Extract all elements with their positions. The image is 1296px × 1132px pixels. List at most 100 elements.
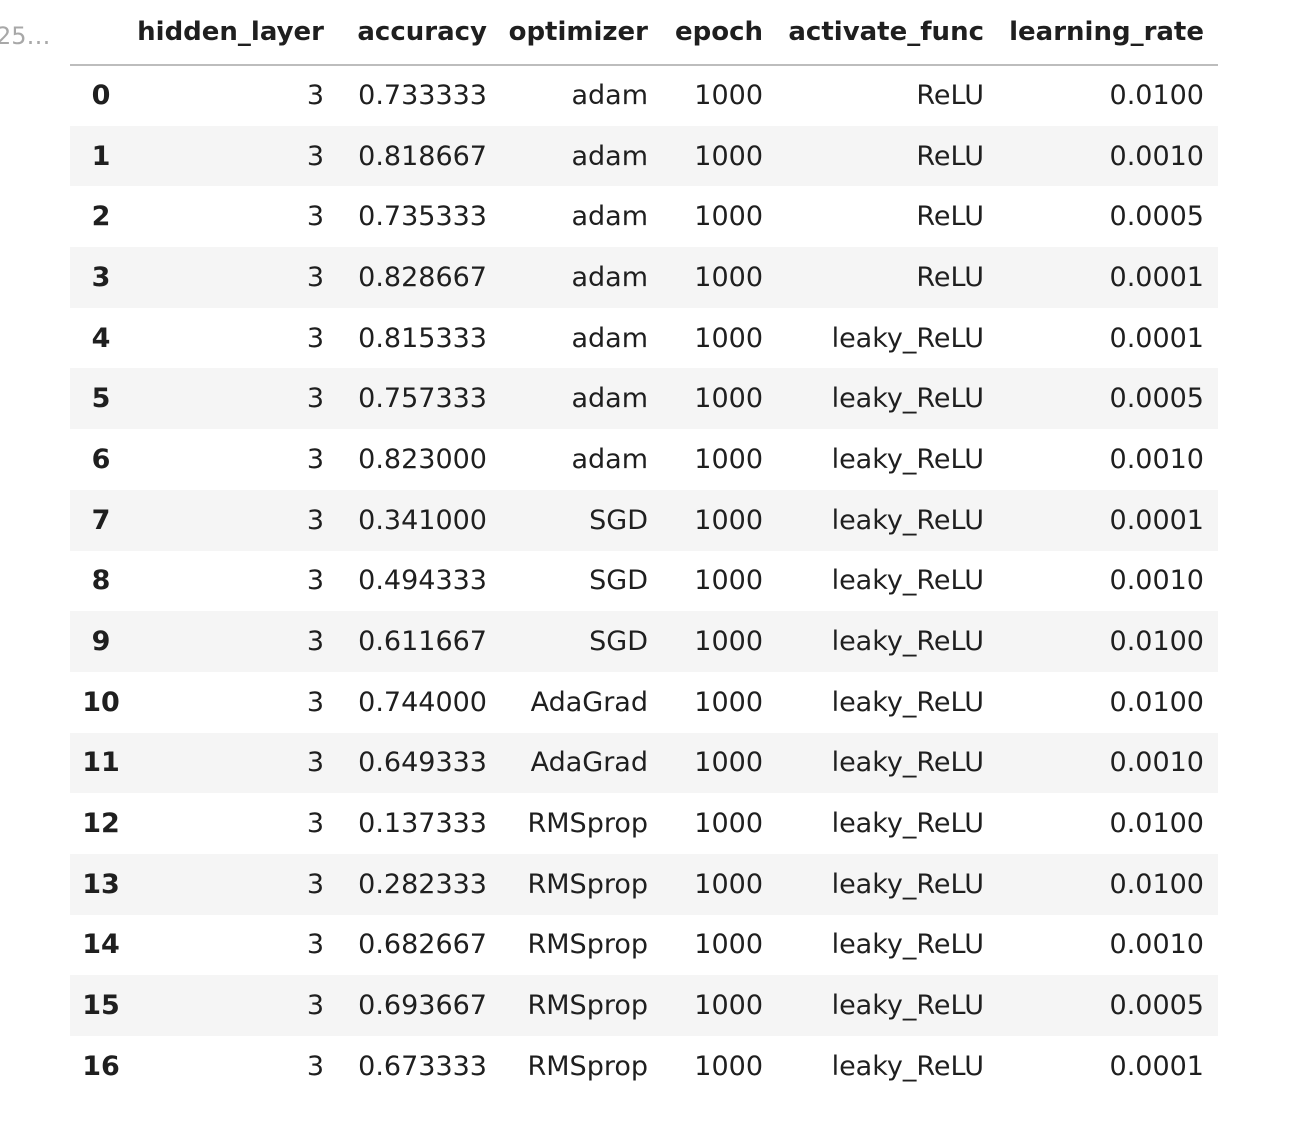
cell-epoch: 1000 [694, 140, 763, 172]
cell-learning-rate: 0.0001 [1109, 322, 1204, 354]
cell-learning-rate: 0.0100 [1109, 686, 1204, 718]
cell-optimizer: RMSprop [527, 868, 649, 900]
row-index: 5 [91, 383, 111, 415]
cell-learning-rate: 0.0100 [1109, 868, 1204, 900]
cell-hidden-layer: 3 [306, 747, 324, 779]
cell-accuracy: 0.282333 [358, 868, 487, 900]
cell-epoch: 1000 [694, 443, 763, 475]
cell-activate-func: leaky_ReLU [831, 504, 984, 536]
header-row: hidden_layer accuracy optimizer epoch ac… [70, 0, 1218, 66]
cell-activate-func: leaky_ReLU [831, 626, 984, 658]
table-row: 14 3 0.682667 RMSprop 1000 leaky_ReLU 0.0010 [70, 915, 1218, 976]
cell-epoch: 1000 [694, 929, 763, 961]
cell-activate-func: leaky_ReLU [831, 686, 984, 718]
table-row: 2 3 0.735333 adam 1000 ReLU 0.0005 [70, 186, 1218, 247]
cell-learning-rate: 0.0010 [1109, 929, 1204, 961]
cell-epoch: 1000 [694, 261, 763, 293]
cell-learning-rate: 0.0100 [1109, 808, 1204, 840]
cell-accuracy: 0.611667 [358, 626, 487, 658]
cell-hidden-layer: 3 [306, 201, 324, 233]
column-header-accuracy: accuracy [338, 0, 501, 66]
row-index: 13 [82, 868, 120, 900]
cell-epoch: 1000 [694, 808, 763, 840]
cell-epoch: 1000 [694, 80, 763, 112]
table-row: 13 3 0.282333 RMSprop 1000 leaky_ReLU 0.0100 [70, 853, 1218, 915]
cell-learning-rate: 0.0005 [1109, 990, 1204, 1022]
table-row: 10 3 0.744000 AdaGrad 1000 leaky_ReLU 0.0100 [70, 672, 1218, 733]
cell-accuracy: 0.494333 [358, 565, 487, 597]
cell-learning-rate: 0.0010 [1109, 565, 1204, 597]
cell-hidden-layer: 3 [306, 383, 324, 415]
table-row: 11 3 0.649333 AdaGrad 1000 leaky_ReLU 0.0010 [70, 732, 1218, 794]
cell-accuracy: 0.823000 [358, 443, 487, 475]
cell-optimizer: adam [571, 322, 648, 354]
cell-optimizer: adam [571, 80, 648, 112]
cell-accuracy: 0.828667 [358, 261, 487, 293]
row-index: 1 [91, 140, 111, 172]
row-index: 3 [91, 261, 111, 293]
row-index: 15 [82, 990, 120, 1022]
cell-learning-rate: 0.0010 [1109, 443, 1204, 475]
cell-hidden-layer: 3 [306, 1050, 324, 1082]
cell-optimizer: AdaGrad [530, 747, 648, 779]
cell-epoch: 1000 [694, 990, 763, 1022]
cell-optimizer: RMSprop [527, 808, 649, 840]
cell-accuracy: 0.693667 [358, 990, 487, 1022]
row-index: 4 [91, 322, 111, 354]
table-row: 9 3 0.611667 SGD 1000 leaky_ReLU 0.0100 [70, 611, 1218, 672]
cell-accuracy: 0.137333 [358, 808, 487, 840]
cell-activate-func: ReLU [916, 201, 984, 233]
row-index: 7 [91, 504, 111, 536]
cell-epoch: 1000 [694, 565, 763, 597]
cell-epoch: 1000 [694, 626, 763, 658]
column-header-optimizer: optimizer [501, 0, 662, 66]
cell-optimizer: adam [571, 201, 648, 233]
cell-optimizer: RMSprop [527, 929, 649, 961]
cell-learning-rate: 0.0005 [1109, 383, 1204, 415]
cell-learning-rate: 0.0001 [1109, 261, 1204, 293]
cell-activate-func: leaky_ReLU [831, 808, 984, 840]
cell-epoch: 1000 [694, 383, 763, 415]
cell-epoch: 1000 [694, 868, 763, 900]
cell-accuracy: 0.673333 [358, 1050, 487, 1082]
table-row: 16 3 0.673333 RMSprop 1000 leaky_ReLU 0.0001 [70, 1036, 1218, 1097]
cell-accuracy: 0.815333 [358, 322, 487, 354]
cell-learning-rate: 0.0010 [1109, 140, 1204, 172]
column-header-learning-rate: learning_rate [998, 0, 1218, 66]
cell-optimizer: RMSprop [527, 1050, 649, 1082]
cell-epoch: 1000 [694, 1050, 763, 1082]
cell-accuracy: 0.341000 [358, 504, 487, 536]
row-index: 0 [91, 80, 111, 112]
table-row: 7 3 0.341000 SGD 1000 leaky_ReLU 0.0001 [70, 489, 1218, 551]
cell-optimizer: RMSprop [527, 990, 649, 1022]
row-index: 14 [82, 929, 120, 961]
cell-learning-rate: 0.0100 [1109, 80, 1204, 112]
column-header-activate-func: activate_func [777, 0, 998, 66]
table-header: hidden_layer accuracy optimizer epoch ac… [70, 0, 1218, 66]
cell-learning-rate: 0.0010 [1109, 747, 1204, 779]
cell-hidden-layer: 3 [306, 80, 324, 112]
cell-optimizer: SGD [589, 504, 648, 536]
cell-optimizer: SGD [589, 626, 648, 658]
cell-epoch: 1000 [694, 322, 763, 354]
cell-optimizer: adam [571, 140, 648, 172]
cell-hidden-layer: 3 [306, 322, 324, 354]
cell-optimizer: SGD [589, 565, 648, 597]
row-index: 12 [82, 808, 120, 840]
table-row: 6 3 0.823000 adam 1000 leaky_ReLU 0.0010 [70, 429, 1218, 490]
cell-hidden-layer: 3 [306, 686, 324, 718]
cell-optimizer: adam [571, 443, 648, 475]
cell-accuracy: 0.757333 [358, 383, 487, 415]
cell-hidden-layer: 3 [306, 443, 324, 475]
table-row: 15 3 0.693667 RMSprop 1000 leaky_ReLU 0.0005 [70, 975, 1218, 1036]
table-row: 4 3 0.815333 adam 1000 leaky_ReLU 0.0001 [70, 308, 1218, 369]
row-index: 2 [91, 201, 111, 233]
cell-hidden-layer: 3 [306, 504, 324, 536]
dataframe-table: hidden_layer accuracy optimizer epoch ac… [70, 0, 1218, 1097]
cell-epoch: 1000 [694, 747, 763, 779]
cell-activate-func: ReLU [916, 140, 984, 172]
cell-accuracy: 0.733333 [358, 80, 487, 112]
cell-activate-func: leaky_ReLU [831, 868, 984, 900]
cell-learning-rate: 0.0001 [1109, 1050, 1204, 1082]
cell-accuracy: 0.818667 [358, 140, 487, 172]
